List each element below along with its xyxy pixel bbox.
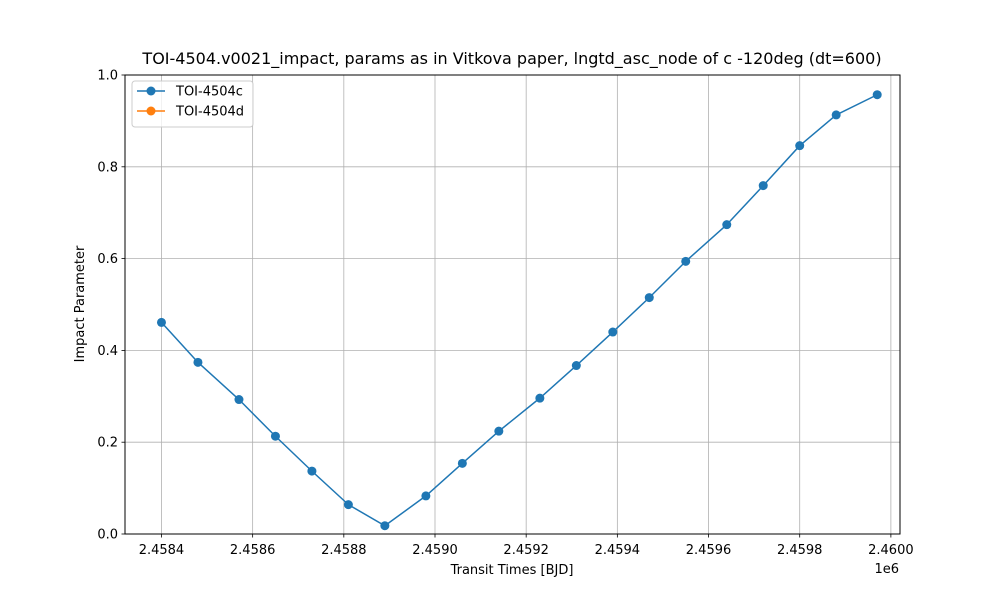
data-point-toi-4504c [872,90,882,100]
x-tick-label: 2.4600 [868,543,914,558]
data-point-toi-4504c [156,317,166,327]
series-layer [156,90,882,531]
x-axis-offset-label: 1e6 [874,562,899,577]
data-point-toi-4504c [571,361,581,371]
data-point-toi-4504c [681,256,691,266]
data-point-toi-4504c [795,141,805,151]
y-tick-label: 0.0 [97,528,118,543]
x-tick-label: 2.4588 [321,543,367,558]
data-point-toi-4504c [193,357,203,367]
data-point-toi-4504c [644,293,654,303]
x-tick-label: 2.4598 [777,543,823,558]
y-tick-label: 1.0 [97,69,118,84]
chart-title: TOI-4504.v0021_impact, params as in Vitk… [141,49,881,69]
series-line-toi-4504c [160,94,878,527]
y-axis: 0.0 0.2 0.4 0.6 0.8 1.0 [97,69,125,543]
data-point-toi-4504c [380,521,390,531]
legend-label-toi-4504c: TOI-4504c [175,85,243,100]
legend-frame [131,80,254,128]
y-tick-label: 0.4 [97,344,118,359]
legend-marker-toi-4504d [146,106,156,116]
data-point-toi-4504c [307,466,317,476]
y-tick-label: 0.2 [97,436,118,451]
data-point-toi-4504c [270,431,280,441]
x-tick-label: 2.4586 [230,543,276,558]
y-tick-label: 0.8 [97,160,118,175]
x-tick-label: 2.4596 [686,543,732,558]
data-point-toi-4504c [608,327,618,337]
legend-label-toi-4504d: TOI-4504d [175,105,244,120]
x-axis: 2.4584 2.4586 2.4588 2.4590 2.4592 2.4594 2.45… [139,534,914,558]
x-tick-label: 2.4584 [139,543,185,558]
plot-area-frame [124,74,901,535]
x-axis-label: Transit Times [BJD] [450,563,574,578]
data-point-toi-4504c [494,426,504,436]
data-point-toi-4504c [722,220,732,230]
data-point-toi-4504c [343,500,353,510]
data-point-toi-4504c [457,458,467,468]
data-point-toi-4504c [234,395,244,405]
data-point-toi-4504c [535,393,545,403]
legend-marker-toi-4504c [146,86,156,96]
x-tick-label: 2.4590 [412,543,458,558]
data-point-toi-4504c [831,110,841,120]
y-axis-label: Impact Parameter [73,245,88,362]
data-point-toi-4504c [421,491,431,501]
legend: TOI-4504c TOI-4504d [131,80,254,128]
x-tick-label: 2.4594 [595,543,641,558]
data-point-toi-4504c [758,181,768,191]
y-tick-label: 0.6 [97,252,118,267]
x-tick-label: 2.4592 [503,543,549,558]
